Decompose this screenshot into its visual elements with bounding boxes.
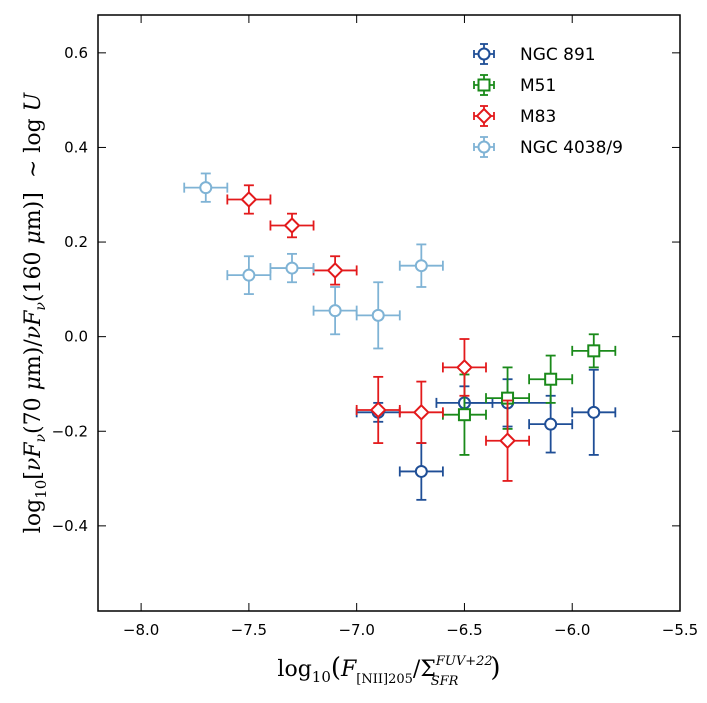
- circle-marker: [414, 259, 428, 273]
- diamond-marker: [499, 432, 516, 450]
- x-label-F: F: [340, 657, 357, 682]
- y-label-nu2: ν: [21, 326, 46, 339]
- data-point: [226, 255, 272, 295]
- x-tick-label: −6.5: [446, 621, 482, 639]
- svg-text:log10[νFν(70 μm)/νFν(160 μm)]∼: log10[νFν(70 μm)/νFν(160 μm)]∼ log U: [21, 91, 50, 533]
- y-label-num: (70: [21, 390, 46, 434]
- data-point: [398, 243, 444, 288]
- y-tick-label: 0.2: [64, 233, 88, 251]
- x-label-close: ): [490, 653, 500, 683]
- y-label-F2: F: [21, 310, 46, 327]
- y-label-mu2: μ: [21, 230, 46, 244]
- circle-marker: [477, 47, 491, 61]
- data-point: [355, 281, 401, 350]
- legend: NGC 891 M51 M83 NGC 4038/9: [473, 43, 623, 158]
- plot-frame: [97, 14, 681, 612]
- y-label-log: log: [21, 499, 46, 533]
- y-label-approx: ∼ log: [21, 111, 46, 178]
- x-label-sigma: Σ: [420, 657, 436, 682]
- data-point: [226, 184, 272, 215]
- x-axis-label: log10(F[NII]205/ΣFUV+22 SFR): [277, 653, 500, 689]
- circle-marker: [477, 140, 491, 154]
- x-label-sigma-sup: FUV+22: [435, 654, 493, 669]
- circle-marker: [544, 417, 558, 431]
- y-label-mu1: μ: [21, 376, 46, 390]
- diamond-marker: [412, 403, 430, 421]
- legend-label: M51: [520, 76, 556, 96]
- data-point: [312, 286, 358, 336]
- square-marker: [457, 408, 471, 422]
- data-point: [441, 338, 487, 397]
- circle-marker: [328, 304, 342, 318]
- x-label-F-sub: [NII]205: [356, 672, 413, 687]
- data-series: [183, 172, 617, 501]
- series-ngc-4038-9: [183, 172, 444, 350]
- circle-marker: [199, 181, 213, 195]
- y-tick-label: −0.4: [52, 517, 88, 535]
- y-label-open: [: [21, 471, 46, 480]
- data-point: [571, 368, 617, 456]
- x-label-open: (: [331, 653, 341, 683]
- circle-marker: [242, 268, 256, 282]
- data-point: [528, 394, 574, 454]
- diamond-marker: [283, 217, 301, 234]
- x-tick-label: −5.5: [662, 621, 698, 639]
- y-label-nu1: ν: [21, 458, 46, 471]
- circle-marker: [371, 308, 385, 322]
- y-label-unit2: m): [21, 201, 46, 230]
- x-tick-label: −8.0: [123, 621, 159, 639]
- data-point: [485, 399, 531, 482]
- square-marker: [477, 78, 491, 92]
- legend-label: NGC 4038/9: [520, 138, 623, 158]
- data-point: [398, 442, 444, 501]
- diamond-marker: [369, 401, 387, 419]
- series-m51: [441, 333, 617, 456]
- circle-marker: [414, 464, 428, 478]
- y-tick-label: 0.6: [64, 44, 88, 62]
- diamond-marker: [475, 107, 493, 125]
- legend-entry: M51: [473, 74, 556, 96]
- diamond-marker: [240, 191, 258, 208]
- square-marker: [587, 344, 601, 358]
- diamond-marker: [456, 358, 473, 376]
- x-tick-label: −7.5: [231, 621, 267, 639]
- legend-entry: M83: [473, 105, 556, 127]
- y-label-den: (160: [21, 244, 46, 302]
- x-label-slash: /: [413, 657, 421, 682]
- data-point: [398, 380, 444, 444]
- data-point: [571, 333, 617, 369]
- data-point: [528, 354, 574, 404]
- data-point: [355, 375, 401, 444]
- y-label-slash: /: [21, 339, 46, 347]
- axis-ticks: −8.0 −7.5 −7.0 −6.5 −6.0 −5.5 −0.4 −0.2 0.0 0.2 0.…: [52, 15, 698, 639]
- x-label-log-base: 10: [312, 668, 331, 686]
- legend-label: M83: [520, 107, 556, 127]
- legend-entry: NGC 4038/9: [473, 136, 623, 158]
- y-label-log-base: 10: [32, 480, 50, 499]
- x-tick-label: −6.0: [554, 621, 590, 639]
- y-tick-label: 0.4: [64, 138, 88, 156]
- legend-entry: NGC 891: [473, 43, 596, 65]
- x-label-sigma-sub: SFR: [431, 674, 459, 689]
- y-label-close: ]: [21, 192, 46, 201]
- y-label-F1-sub: ν: [33, 434, 49, 443]
- y-tick-label: −0.2: [52, 422, 88, 440]
- data-point: [269, 212, 315, 239]
- legend-label: NGC 891: [520, 45, 596, 65]
- y-tick-label: 0.0: [64, 328, 88, 346]
- data-point: [269, 252, 315, 284]
- square-marker: [544, 372, 558, 386]
- x-tick-label: −7.0: [338, 621, 374, 639]
- diamond-marker: [326, 262, 344, 279]
- y-label-F1: F: [21, 442, 46, 459]
- y-axis-label: log10[νFν(70 μm)/νFν(160 μm)]∼ log U: [21, 91, 50, 533]
- circle-marker: [285, 261, 299, 275]
- data-point: [183, 172, 229, 203]
- x-label-log: log: [277, 657, 311, 682]
- y-label-F2-sub: ν: [33, 302, 49, 311]
- y-label-unit1: m): [21, 347, 46, 376]
- y-label-U: U: [21, 91, 46, 111]
- circle-marker: [587, 405, 601, 419]
